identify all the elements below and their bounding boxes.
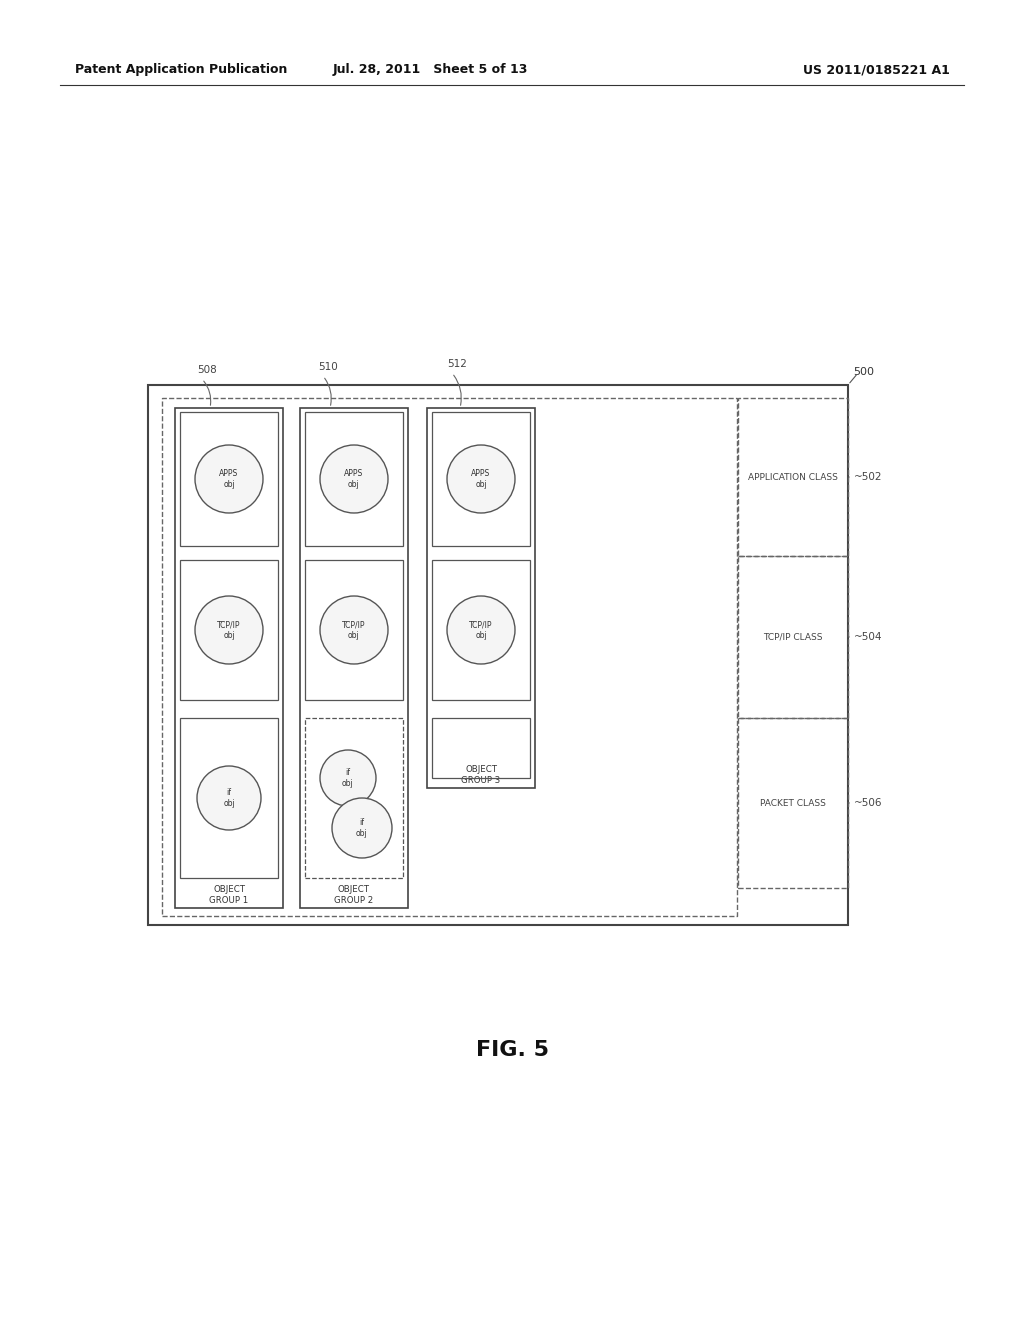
Bar xyxy=(305,412,403,546)
Text: ~506: ~506 xyxy=(854,799,883,808)
Circle shape xyxy=(447,597,515,664)
Text: if
obj: if obj xyxy=(223,788,234,808)
Bar xyxy=(432,718,530,777)
Text: PACKET CLASS: PACKET CLASS xyxy=(760,799,826,808)
Text: TCP/IP
obj: TCP/IP obj xyxy=(469,620,493,640)
Circle shape xyxy=(197,766,261,830)
Text: OBJECT
GROUP 2: OBJECT GROUP 2 xyxy=(335,886,374,904)
Bar xyxy=(738,718,848,888)
Text: FIG. 5: FIG. 5 xyxy=(475,1040,549,1060)
Text: TCP/IP
obj: TCP/IP obj xyxy=(342,620,366,640)
Circle shape xyxy=(195,597,263,664)
Text: OBJECT
GROUP 3: OBJECT GROUP 3 xyxy=(462,766,501,784)
Bar xyxy=(180,560,278,700)
Circle shape xyxy=(447,445,515,513)
Bar xyxy=(148,385,848,925)
Bar xyxy=(432,560,530,700)
Text: TCP/IP
obj: TCP/IP obj xyxy=(217,620,241,640)
Text: if
obj: if obj xyxy=(356,818,368,838)
Text: OBJECT
GROUP 1: OBJECT GROUP 1 xyxy=(209,886,249,904)
Text: ~504: ~504 xyxy=(854,632,883,642)
Text: US 2011/0185221 A1: US 2011/0185221 A1 xyxy=(803,63,950,77)
Text: APPS
obj: APPS obj xyxy=(471,470,490,488)
Text: 512: 512 xyxy=(447,359,467,370)
Text: Jul. 28, 2011   Sheet 5 of 13: Jul. 28, 2011 Sheet 5 of 13 xyxy=(333,63,527,77)
Circle shape xyxy=(319,445,388,513)
Text: Patent Application Publication: Patent Application Publication xyxy=(75,63,288,77)
Text: if
obj: if obj xyxy=(342,768,354,788)
Bar xyxy=(180,412,278,546)
Bar xyxy=(738,399,848,556)
Bar xyxy=(162,399,737,916)
Circle shape xyxy=(195,445,263,513)
Text: 510: 510 xyxy=(318,362,338,372)
Circle shape xyxy=(319,597,388,664)
Text: 508: 508 xyxy=(197,366,217,375)
Text: APPLICATION CLASS: APPLICATION CLASS xyxy=(749,473,838,482)
Text: TCP/IP CLASS: TCP/IP CLASS xyxy=(763,632,822,642)
Circle shape xyxy=(332,799,392,858)
Bar xyxy=(175,408,283,908)
Text: APPS
obj: APPS obj xyxy=(219,470,239,488)
Bar xyxy=(427,408,535,788)
Bar xyxy=(432,412,530,546)
Text: APPS
obj: APPS obj xyxy=(344,470,364,488)
Bar xyxy=(305,718,403,878)
Bar xyxy=(300,408,408,908)
Text: 500: 500 xyxy=(853,367,874,378)
Bar xyxy=(305,560,403,700)
Text: ~502: ~502 xyxy=(854,473,883,482)
Bar xyxy=(738,556,848,718)
Bar xyxy=(180,718,278,878)
Circle shape xyxy=(319,750,376,807)
